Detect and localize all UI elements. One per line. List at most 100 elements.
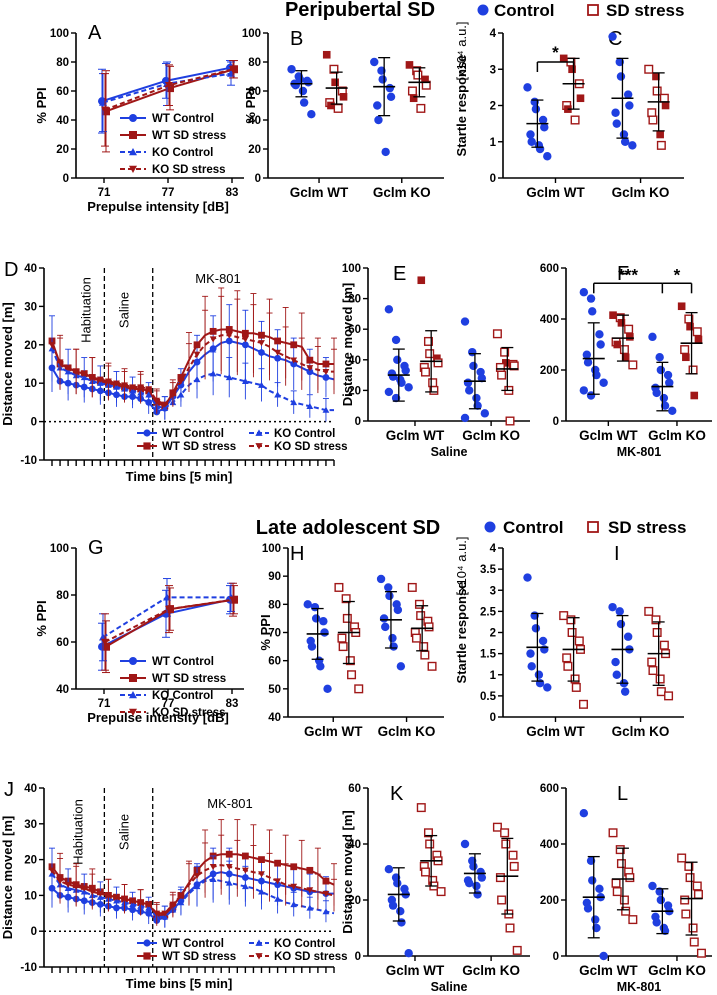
panel-L-data-point — [685, 873, 695, 883]
panel-F-ytick-label: 600 — [540, 263, 559, 275]
panel-J-series-point — [290, 900, 298, 908]
panel-I-data-point — [538, 636, 548, 646]
panel-B-data-point — [329, 64, 339, 74]
panel-C-sig-label: * — [552, 43, 559, 62]
panel-K-ylabel: Distance moved [m] — [340, 810, 355, 934]
panel-F-sig-label: * — [674, 265, 681, 284]
panel-J-series-point — [241, 867, 249, 874]
panel-J-series-point — [306, 866, 314, 874]
panel-A-ytick-label: 100 — [50, 28, 69, 40]
panel-I-ytick-label: 1 — [490, 670, 497, 682]
panel-H-data-point — [384, 583, 393, 592]
panel-C-data-point — [656, 140, 666, 150]
panel-H-ytick-label: 50 — [268, 684, 281, 696]
panel-J-ytick-label: 0 — [31, 926, 37, 938]
panel-J-series-point — [274, 895, 281, 902]
panel-D-series-point — [129, 387, 136, 394]
panel-I-category-label: Gclm KO — [612, 724, 670, 739]
panel-E-data-point — [463, 378, 473, 387]
panel-J-series-point — [177, 892, 185, 899]
panel-E-data-point — [480, 409, 490, 418]
panel-E-data-point — [428, 378, 438, 388]
panel-B-ytick-label: 100 — [242, 28, 261, 40]
panel-C-data-point — [652, 72, 660, 81]
panel-D-series-point — [274, 354, 281, 362]
panel-F-sig-label: *** — [618, 265, 638, 284]
panel-D-series-point — [96, 379, 104, 386]
top-legend-control-marker — [477, 4, 489, 16]
panel-I-data-point — [527, 662, 536, 671]
panel-H-data-point — [341, 594, 351, 604]
panel-D-series-point — [290, 357, 298, 364]
panel-E-ytick-label: 20 — [348, 385, 361, 397]
panel-E-data-point — [417, 276, 426, 285]
panel-J-series-point — [177, 899, 185, 906]
panel-F-data-point — [665, 378, 674, 387]
panel-G-legend-marker — [129, 691, 137, 699]
panel-A-xtick-label: 83 — [226, 187, 239, 199]
panel-G-xtick-label: 83 — [226, 698, 239, 710]
panel-D-series-point — [161, 401, 169, 408]
panel-K-data-point — [505, 923, 515, 933]
panel-B-data-point — [299, 98, 309, 107]
panel-L-data-point — [696, 948, 706, 958]
panel-D-series-point — [177, 374, 185, 381]
panel-I-data-point — [664, 691, 674, 701]
panel-J-series-point — [209, 864, 217, 871]
panel-D-series-point — [48, 342, 56, 349]
panel-K-data-point — [500, 828, 510, 838]
panel-F-ytick-label: 200 — [540, 365, 559, 377]
panel-B-ytick-label: 80 — [248, 57, 261, 69]
panel-G-xlabel: Prepulse intensity [dB] — [87, 710, 229, 725]
panel-J-series-point — [322, 908, 330, 915]
panel-D-series-point — [274, 391, 281, 398]
panel-I-data-point — [559, 611, 569, 621]
panel-E-data-point — [393, 355, 402, 364]
panel-D-series-point — [258, 331, 265, 339]
panel-J-series-point — [161, 910, 169, 917]
panel-F-data-point — [680, 345, 690, 355]
panel-C-data-point — [527, 137, 536, 146]
panel-F-data-point — [688, 365, 698, 375]
panel-D-series-point — [145, 386, 153, 393]
panel-D-series-point — [225, 332, 233, 339]
panel-G-series-point — [101, 638, 109, 646]
panel-L-category-label: Gclm WT — [579, 963, 638, 978]
panel-E-data-point — [477, 373, 487, 383]
panel-K-ytick-label: 0 — [355, 951, 361, 963]
panel-F-data-point — [599, 378, 608, 387]
panel-F-data-point — [579, 386, 589, 395]
panel-I-data-point — [571, 682, 581, 692]
panel-I-ytick-label: 2.5 — [480, 606, 497, 618]
panel-B-ylabel: % PPI — [243, 87, 258, 123]
panel-C-data-point — [576, 94, 585, 103]
panel-L-xlabel: MK-801 — [617, 980, 662, 994]
panel-H-data-point — [334, 582, 344, 592]
bottom-legend-control: Control — [503, 518, 563, 537]
panel-A-letter: A — [88, 22, 102, 44]
panel-C-category-label: Gclm KO — [612, 185, 670, 200]
bottom-legend-control-marker — [484, 521, 496, 533]
panel-C-ylabel-unit: [x10⁴ a.u.] — [454, 21, 469, 80]
panel-D-series-point — [258, 340, 265, 347]
panel-D-series-point — [225, 326, 233, 333]
panel-F-data-point — [682, 353, 690, 362]
panel-E-ytick-label: 60 — [348, 324, 361, 336]
panel-I-data-point — [620, 687, 630, 696]
panel-B-category-label: Gclm KO — [373, 185, 431, 200]
panel-C-data-point — [625, 101, 634, 110]
panel-D-series-point — [258, 381, 265, 388]
panel-E-data-point — [384, 305, 394, 314]
panel-E-data-point — [391, 335, 401, 345]
panel-H-data-point — [303, 600, 312, 609]
panel-D-legend-marker — [143, 429, 151, 437]
panel-H-data-point — [319, 617, 328, 626]
panel-L-data-point — [648, 881, 657, 891]
panel-J-phase-label: Saline — [117, 814, 132, 850]
panel-F-data-point — [652, 388, 661, 398]
panel-J-series-point — [80, 885, 88, 892]
panel-B-data-point — [381, 147, 390, 157]
panel-A-legend-marker — [129, 165, 137, 173]
panel-C-ytick-label: 0 — [490, 173, 496, 185]
panel-J-series-point — [48, 867, 56, 874]
